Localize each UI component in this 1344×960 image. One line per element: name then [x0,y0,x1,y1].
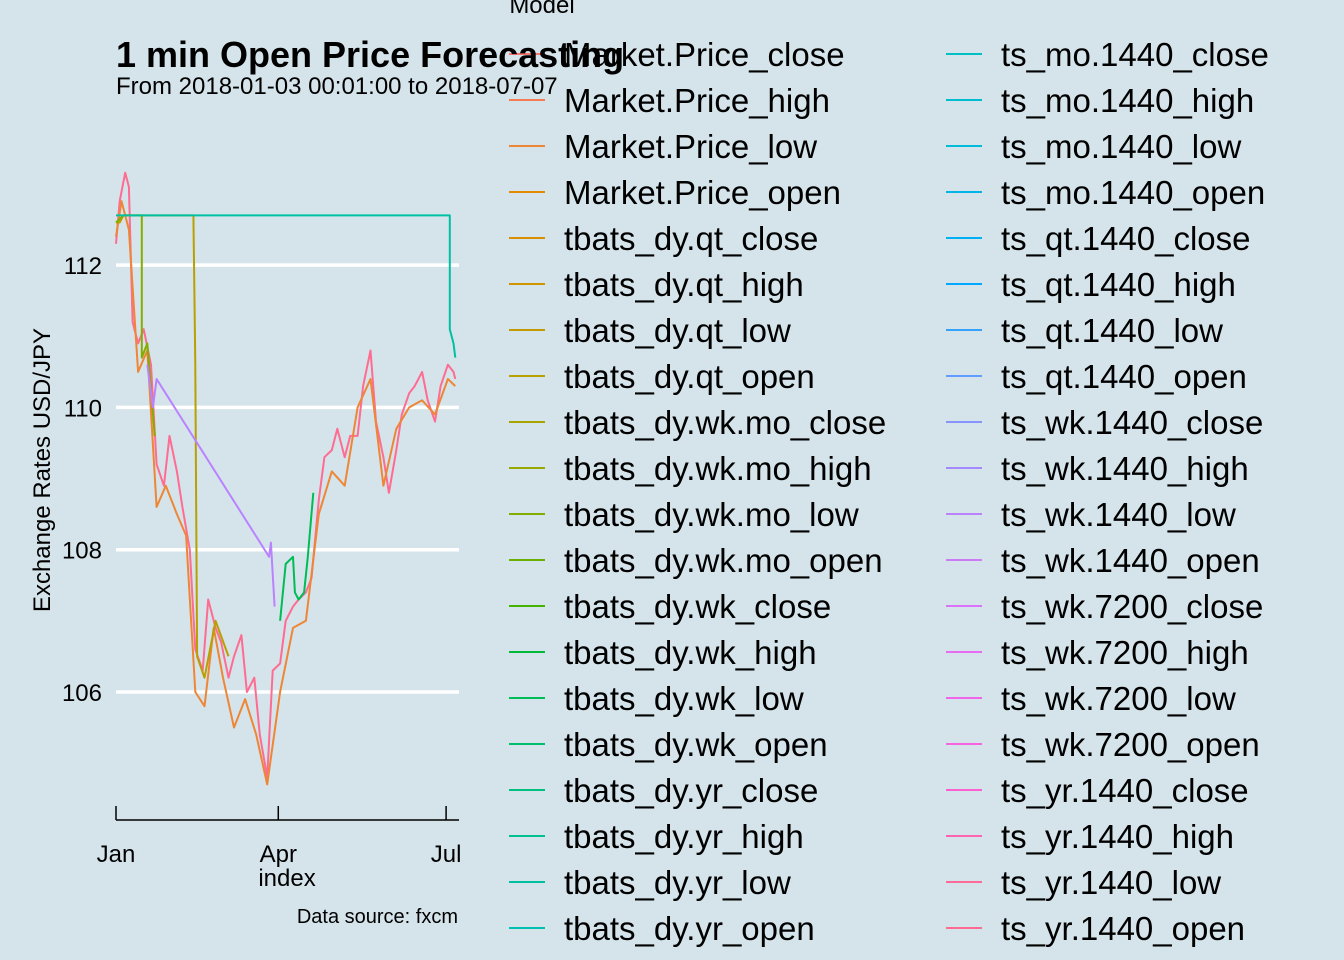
legend-label: Market.Price_low [564,128,817,165]
legend-label: ts_wk.7200_high [1001,634,1249,671]
legend-label: ts_wk.7200_close [1001,588,1263,625]
legend-label: tbats_dy.yr_high [564,818,804,855]
legend-label: ts_qt.1440_close [1001,220,1251,257]
legend-label: tbats_dy.qt_high [564,266,804,303]
legend-label: ts_qt.1440_open [1001,358,1247,395]
legend-label: ts_yr.1440_close [1001,772,1249,809]
series-line [115,171,457,779]
y-tick-label: 110 [64,395,102,422]
legend-label: ts_wk.1440_open [1001,542,1260,579]
legend-label: tbats_dy.wk.mo_low [564,496,859,533]
axes: 106 108 110 112 Jan Apr Jul [62,253,461,868]
series-lines [115,171,457,786]
legend-label: Market.Price_close [564,36,845,73]
series-line [146,364,276,607]
series-line [116,214,457,358]
y-tick-label: 112 [64,253,102,280]
legend-label: ts_mo.1440_close [1001,36,1269,73]
legend-label: ts_wk.1440_low [1001,496,1236,533]
legend: Market.Price_close Market.Price_high Marke… [509,36,1269,947]
chart-subtitle: From 2018-01-03 00:01:00 to 2018-07-07 [116,73,558,100]
legend-label: ts_qt.1440_low [1001,312,1223,349]
legend-label: ts_mo.1440_high [1001,82,1254,119]
legend-label: Market.Price_high [564,82,830,119]
legend-label: ts_wk.7200_low [1001,680,1236,717]
legend-label: tbats_dy.wk_open [564,726,828,763]
chart-title: 1 min Open Price Forecasting [116,34,624,75]
legend-label: tbats_dy.wk_low [564,680,804,717]
gridlines [116,263,459,694]
y-tick-label: 108 [62,538,102,565]
legend-label: tbats_dy.yr_close [564,772,818,809]
x-tick-label: Jul [431,841,462,868]
legend-label: ts_qt.1440_high [1001,266,1236,303]
legend-label: ts_wk.7200_open [1001,726,1260,763]
legend-label: tbats_dy.wk_close [564,588,831,625]
series-line [116,214,230,679]
legend-title: Model [509,0,574,19]
legend-label: tbats_dy.qt_open [564,358,815,395]
y-tick-label: 106 [62,680,102,707]
legend-label: tbats_dy.wk.mo_open [564,542,883,579]
legend-label: tbats_dy.yr_open [564,910,815,947]
legend-label: ts_yr.1440_open [1001,910,1245,947]
legend-label: ts_mo.1440_low [1001,128,1241,165]
legend-label: tbats_dy.wk_high [564,634,817,671]
x-axis-label: index [258,865,315,892]
legend-label: tbats_dy.wk.mo_high [564,450,872,487]
x-tick-label: Jan [97,841,136,868]
series-line [115,200,456,786]
caption: Data source: fxcm [297,906,458,928]
legend-label: ts_wk.1440_close [1001,404,1263,441]
series-line [279,492,315,621]
legend-label: tbats_dy.wk.mo_close [564,404,886,441]
x-tick-label: Apr [260,841,297,868]
legend-label: tbats_dy.qt_low [564,312,791,349]
series-line [115,214,156,436]
legend-label: ts_yr.1440_high [1001,818,1234,855]
legend-label: ts_wk.1440_high [1001,450,1249,487]
legend-label: Market.Price_open [564,174,841,211]
legend-label: ts_yr.1440_low [1001,864,1221,901]
legend-label: tbats_dy.yr_low [564,864,791,901]
legend-label: ts_mo.1440_open [1001,174,1265,211]
y-axis-label: Exchange Rates USD/JPY [29,328,56,612]
legend-label: tbats_dy.qt_close [564,220,818,257]
